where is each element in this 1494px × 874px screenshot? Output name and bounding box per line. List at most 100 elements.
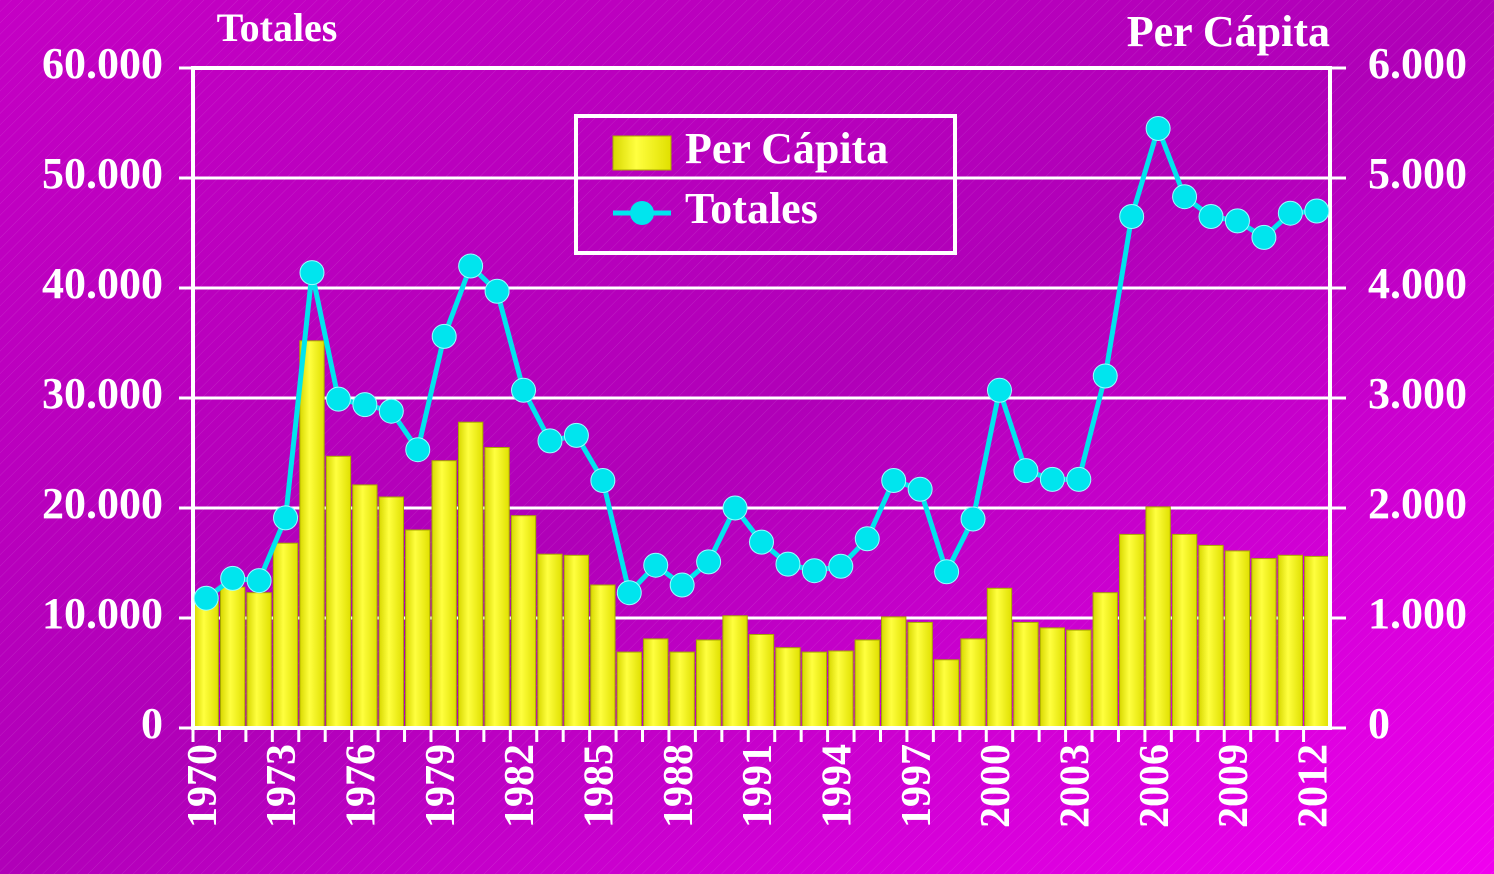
x-tick-label: 2003: [1052, 744, 1098, 828]
line-point: [616, 580, 642, 606]
line-point: [775, 551, 801, 577]
bar: [907, 621, 933, 729]
y2-tick-label: 6.000: [1368, 39, 1467, 88]
line-point: [854, 526, 880, 552]
bar: [1171, 533, 1198, 729]
line-point: [563, 422, 589, 448]
line-point: [1039, 466, 1065, 492]
x-tick-label: 1970: [180, 744, 226, 828]
bar: [352, 484, 378, 729]
bar: [1119, 533, 1145, 729]
line-point: [1277, 200, 1303, 226]
bar: [801, 651, 828, 729]
bar: [986, 587, 1013, 729]
bar: [1092, 592, 1118, 729]
y2-axis-title: Per Cápita: [1127, 7, 1330, 56]
y2-tick-label: 2.000: [1368, 479, 1467, 528]
x-tick-label: 2012: [1290, 744, 1336, 828]
x-tick-label: 1976: [339, 744, 385, 828]
x-tick-label: 1982: [497, 744, 543, 828]
line-point: [325, 386, 351, 412]
y-tick-label: 0: [141, 699, 163, 748]
bar: [590, 584, 616, 729]
line-point: [1092, 363, 1118, 389]
line-point: [484, 278, 510, 304]
line-point: [1304, 198, 1330, 224]
bar: [1198, 544, 1224, 729]
bar: [695, 639, 722, 729]
line-point: [246, 568, 272, 594]
x-tick-label: 1991: [735, 744, 781, 828]
line-point: [828, 553, 854, 579]
line-point: [378, 398, 404, 424]
y2-tick-label: 3.000: [1368, 369, 1467, 418]
bar: [325, 455, 352, 729]
legend-swatch-point: [630, 201, 654, 225]
y2-tick-label: 5.000: [1368, 149, 1467, 198]
line-point: [273, 505, 299, 531]
line-point: [907, 476, 933, 502]
bar: [1066, 629, 1092, 729]
line-point: [193, 585, 219, 611]
bar: [669, 651, 695, 729]
bar: [1277, 554, 1304, 729]
y-tick-label: 20.000: [42, 479, 163, 528]
line-point: [431, 323, 457, 349]
line-point: [696, 549, 722, 575]
bar: [828, 650, 854, 729]
line-point: [669, 572, 695, 598]
x-tick-label: 2009: [1211, 744, 1257, 828]
bar: [748, 634, 775, 729]
line-point: [1145, 116, 1171, 141]
line-point: [643, 552, 669, 578]
line-point: [881, 468, 907, 493]
line-point: [220, 565, 246, 591]
bar: [537, 553, 563, 729]
x-tick-label: 1994: [814, 744, 860, 828]
y2-tick-label: 0: [1368, 699, 1390, 748]
y-tick-label: 50.000: [42, 149, 163, 198]
line-point: [934, 559, 960, 585]
line-point: [722, 495, 748, 521]
x-tick-label: 1973: [259, 744, 305, 828]
y-axis-title: Totales: [217, 5, 338, 50]
bar: [219, 586, 246, 729]
line-point: [1119, 204, 1145, 229]
y2-tick-label: 1.000: [1368, 589, 1467, 638]
line-point: [986, 377, 1012, 403]
bar: [854, 639, 880, 729]
y-tick-label: 10.000: [42, 589, 163, 638]
line-point: [1198, 204, 1224, 229]
line-point: [1251, 224, 1277, 250]
bar: [775, 647, 801, 729]
line-point: [1172, 184, 1198, 210]
bar: [616, 651, 642, 729]
line-point: [1224, 208, 1250, 234]
line-point: [537, 428, 563, 454]
y2-tick-label: 4.000: [1368, 259, 1467, 308]
x-tick-label: 1985: [576, 744, 622, 828]
line-point: [590, 468, 616, 493]
legend-swatch: [612, 135, 672, 171]
y-tick-label: 60.000: [42, 39, 163, 88]
x-tick-label: 1979: [418, 744, 464, 828]
line-point: [511, 377, 537, 403]
line-point: [1066, 466, 1092, 492]
y-tick-label: 40.000: [42, 259, 163, 308]
line-point: [960, 506, 986, 532]
x-tick-label: 2000: [973, 744, 1019, 828]
bar: [484, 447, 510, 729]
bar: [457, 421, 484, 729]
bar: [933, 659, 960, 729]
line-point: [1013, 458, 1039, 484]
x-tick-label: 2006: [1132, 744, 1178, 828]
bar: [272, 542, 299, 729]
line-point: [352, 392, 378, 418]
line-point: [801, 558, 827, 584]
bar: [1251, 558, 1277, 729]
bar: [193, 601, 219, 729]
line-point: [749, 529, 774, 555]
bar: [299, 340, 325, 729]
